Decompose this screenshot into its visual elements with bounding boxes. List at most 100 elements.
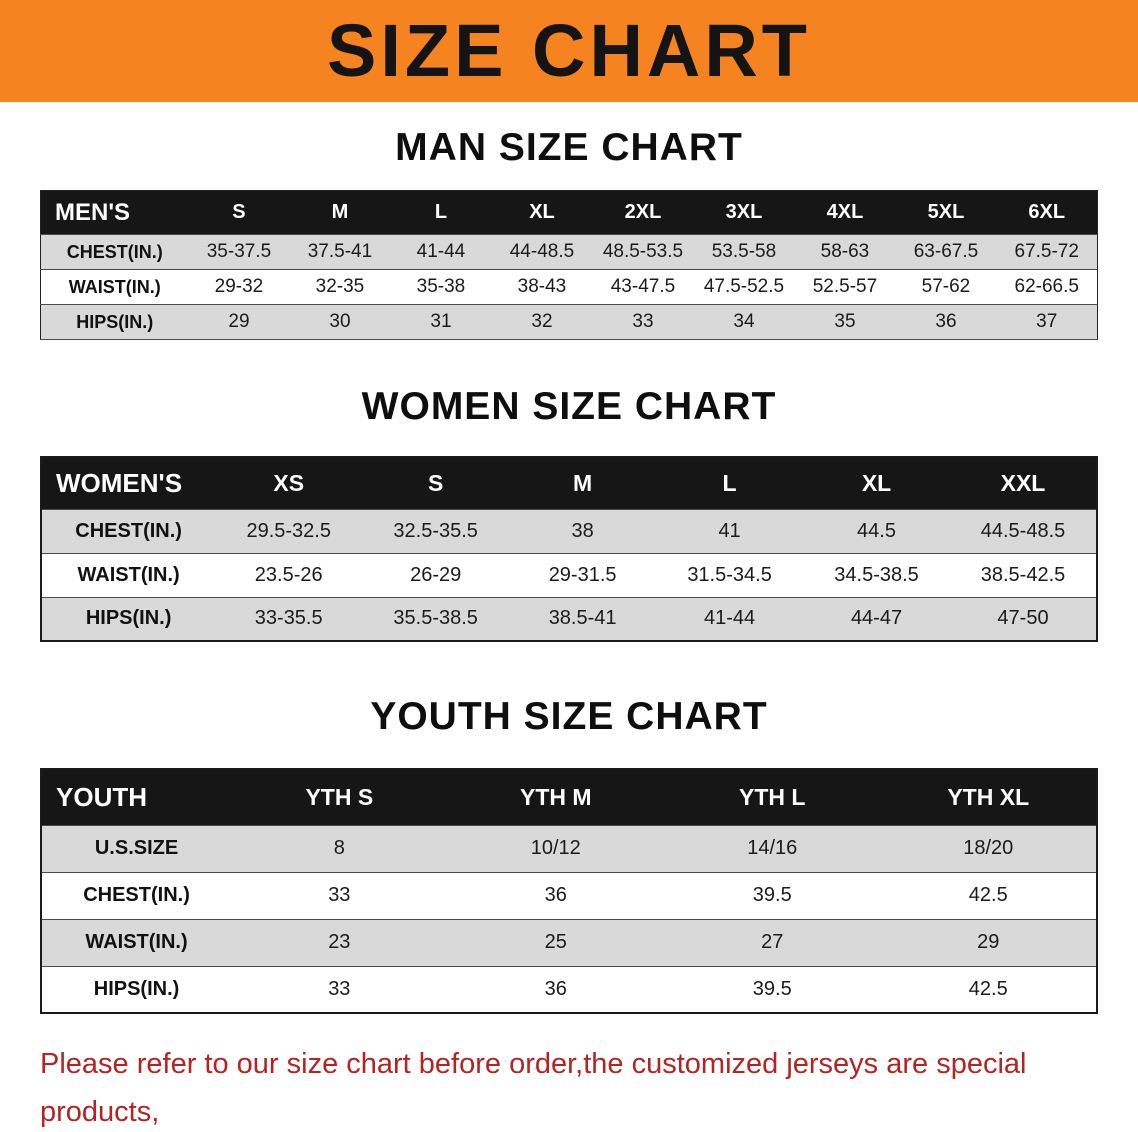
row-label: WAIST(IN.) [68,276,161,297]
youth-table-body: U.S.SIZE 8 10/12 14/16 18/20 CHEST(IN.) 33 36 39… [41,825,1097,1013]
size-value: 25 [544,931,567,953]
women-table-header: WOMEN'S XS S M L XL XXL [41,457,1097,509]
size-column-header: YTH M [447,769,665,825]
size-value: 42.5 [968,977,1008,1000]
size-column-header: YTH XL [880,769,1097,825]
table-row: CHEST(IN.) 29.5-32.5 32.5-35.5 38 41 44.5 44.5… [41,509,1097,553]
size-value: 23 [328,931,351,953]
size-value: 31 [430,311,452,332]
size-value: 36 [544,884,567,906]
size-value: 52.5-57 [812,276,878,297]
size-value: 30 [329,311,351,332]
size-value: 33 [328,884,351,906]
disclaimer: Please refer to our size chart before or… [40,1040,1138,1132]
size-value: 29-31.5 [548,563,617,586]
size-value: 47.5-52.5 [703,276,785,297]
table-row: CHEST(IN.) 35-37.5 37.5-41 41-44 44-48.5 48.5… [40,234,1098,270]
men-size-table: MEN'S S M L XL 2XL 3XL 4XL 5XL 6XL CHEST(IN.) 35-3… [40,190,1098,340]
size-value: 44-47 [850,607,903,630]
size-column-header: XXL [950,457,1097,509]
size-column-header: M [289,190,391,235]
size-value: 62-66.5 [1014,276,1079,297]
women-size-table: WOMEN'S XS S M L XL XXL CHEST(IN.) 29.5-32.5 32.… [40,456,1098,642]
size-value: 33 [328,977,351,1000]
size-column-header: L [390,190,492,235]
size-value: 48.5-53.5 [602,241,684,262]
table-row: WAIST(IN.) 29-32 32-35 35-38 38-43 43-47.5 47.… [40,269,1098,305]
size-column-header: L [656,457,804,509]
size-column-header: 6XL [996,190,1098,235]
size-value: 32.5-35.5 [393,519,478,542]
table-row: WAIST(IN.) 23.5-26 26-29 29-31.5 31.5-34.5 34… [41,553,1097,597]
size-chart-banner: SIZE CHART [0,0,1138,102]
size-value: 53.5-58 [711,241,777,262]
size-value: 35 [834,311,856,332]
size-value: 33 [632,311,654,332]
row-label: U.S.SIZE [94,837,179,859]
row-label: CHEST(IN.) [83,884,190,906]
row-label: WAIST(IN.) [85,931,188,953]
size-value: 37 [1036,311,1058,332]
size-column-header: S [188,190,290,235]
table-row: CHEST(IN.) 33 36 39.5 42.5 [41,872,1097,919]
size-column-header: XL [491,190,593,235]
size-value: 32-35 [315,276,365,297]
table-title-cell: YOUTH [41,769,232,825]
size-value: 26-29 [410,563,462,586]
size-column-header: 2XL [592,190,694,235]
youth-size-chart-section: YOUTH SIZE CHART YOUTH YTH S YTH M YTH L YTH… [0,694,1138,1014]
youth-size-table: YOUTH YTH S YTH M YTH L YTH XL U.S.SIZE 8 10/1… [40,768,1098,1014]
youth-chart-title: YOUTH SIZE CHART [370,695,768,738]
size-value: 67.5-72 [1014,241,1079,262]
size-value: 36 [935,311,957,332]
size-value: 23.5-26 [254,563,323,586]
size-value: 29-32 [214,276,264,297]
row-label: HIPS(IN.) [93,977,180,1000]
size-value: 29.5-32.5 [246,519,331,542]
size-value: 41-44 [416,241,466,262]
size-value: 18/20 [963,837,1014,859]
size-value: 35-38 [416,276,466,297]
size-value: 34 [733,311,755,332]
size-column-header: YTH S [231,769,448,825]
table-row: HIPS(IN.) 33-35.5 35.5-38.5 38.5-41 41-44 44-… [41,597,1097,641]
table-row: WAIST(IN.) 23 25 27 29 [41,919,1097,966]
men-table-header: MEN'S S M L XL 2XL 3XL 4XL 5XL 6XL [40,190,1098,235]
size-value: 35.5-38.5 [393,607,478,630]
size-column-header: 4XL [794,190,896,235]
size-value: 41-44 [703,607,756,630]
men-size-chart-section: MAN SIZE CHART MEN'S S M L XL 2XL 3XL 4XL 5XL 6XL… [0,126,1138,340]
table-title-cell: WOMEN'S [41,457,216,509]
size-column-header: M [509,457,657,509]
size-value: 29 [977,931,1000,953]
size-value: 43-47.5 [610,276,676,297]
row-label: CHEST(IN.) [66,241,163,262]
size-value: 38.5-42.5 [980,563,1066,586]
size-value: 57-62 [921,276,971,297]
size-value: 32 [531,311,553,332]
size-value: 42.5 [968,884,1008,906]
size-value: 38-43 [517,276,567,297]
size-value: 44.5-48.5 [980,519,1066,542]
size-value: 10/12 [530,837,581,859]
size-value: 35-37.5 [206,241,272,262]
size-value: 47-50 [997,607,1049,630]
size-value: 14/16 [747,837,798,859]
table-title-cell: MEN'S [40,190,189,235]
men-table-body: CHEST(IN.) 35-37.5 37.5-41 41-44 44-48.5 48.5… [40,234,1098,340]
table-row: U.S.SIZE 8 10/12 14/16 18/20 [41,825,1097,872]
women-table-body: CHEST(IN.) 29.5-32.5 32.5-35.5 38 41 44.5 44.5… [41,509,1097,641]
men-chart-title: MAN SIZE CHART [395,126,743,169]
size-value: 58-63 [820,241,870,262]
size-value: 31.5-34.5 [687,563,772,586]
banner-title: SIZE CHART [327,9,811,92]
size-column-header: 3XL [693,190,795,235]
size-value: 63-67.5 [913,241,979,262]
size-value: 29 [228,311,250,332]
size-value: 27 [761,931,784,953]
size-value: 8 [333,837,345,859]
women-chart-title: WOMEN SIZE CHART [361,385,777,428]
size-value: 44.5 [857,519,896,542]
youth-table-header: YOUTH YTH S YTH M YTH L YTH XL [41,769,1097,825]
